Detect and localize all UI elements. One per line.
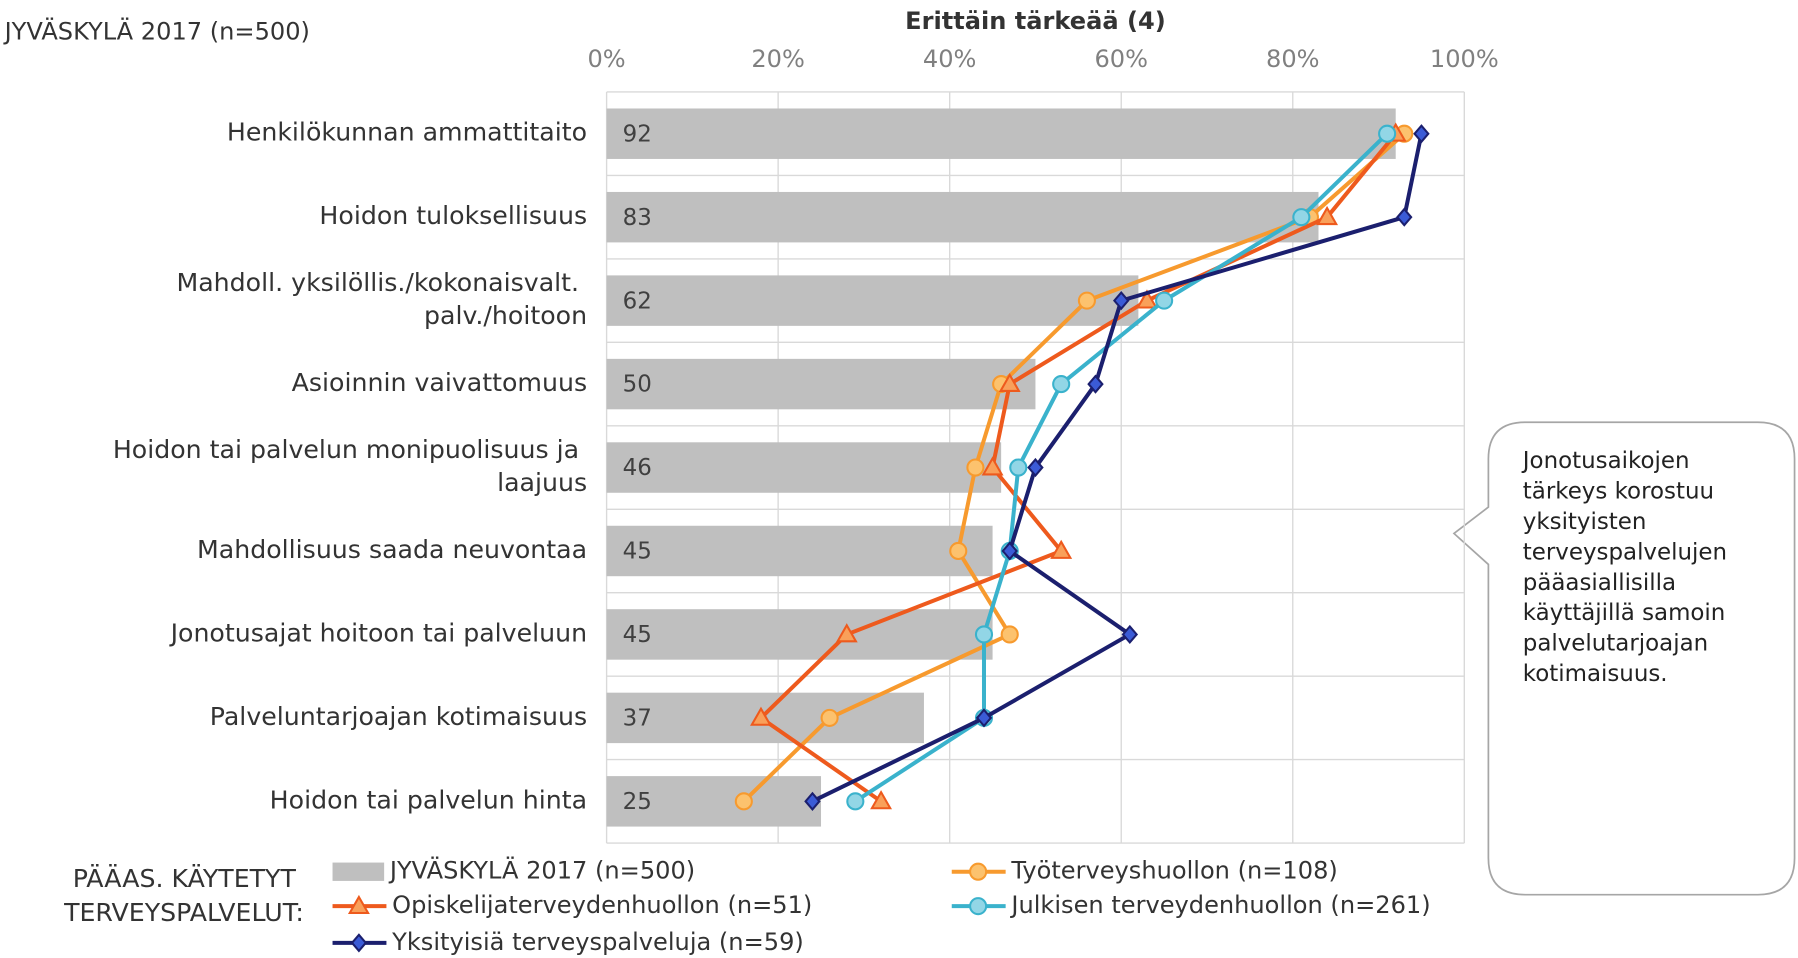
marker	[734, 792, 753, 811]
marker	[1378, 124, 1397, 143]
bar	[606, 275, 1139, 326]
value-label: 83	[623, 205, 652, 231]
legend-title: PÄÄAS. KÄYTETYT TERVEYSPALVELUT:	[63, 864, 304, 927]
marker	[1000, 625, 1019, 644]
x-tick-label: 60%	[1094, 45, 1148, 73]
legend-label: Julkisen terveydenhuollon (n=261)	[1009, 891, 1430, 919]
marker	[350, 933, 368, 953]
value-label: 45	[623, 539, 652, 565]
marker	[969, 897, 988, 916]
marker	[1027, 457, 1044, 478]
y-tick-label: Mahdoll. yksilöllis./kokonaisvalt. palv.…	[176, 268, 587, 330]
legend-label: Opiskelijaterveydenhuollon (n=51)	[392, 891, 812, 919]
value-label: 45	[623, 622, 652, 648]
value-label: 50	[623, 372, 652, 398]
y-tick-label: Mahdollisuus saada neuvontaa	[197, 535, 587, 564]
bar	[606, 776, 822, 827]
x-tick-label: 20%	[751, 45, 805, 73]
legend-swatch	[332, 862, 385, 881]
marker	[1316, 205, 1339, 226]
marker	[966, 458, 985, 477]
marker	[1077, 291, 1096, 310]
marker	[820, 708, 839, 727]
callout-bubble	[1452, 421, 1796, 896]
marker	[1121, 624, 1139, 645]
annotation: Jonotusaikojen tärkeys korostuu yksityis…	[1521, 448, 1735, 687]
value-label: 25	[623, 789, 652, 815]
y-tick-label: Palveluntarjoajan kotimaisuus	[210, 702, 587, 731]
subtitle: JYVÄSKYLÄ 2017 (n=500)	[3, 16, 310, 45]
marker	[347, 894, 370, 915]
x-tick-label: 0%	[587, 45, 625, 73]
marker	[998, 372, 1021, 392]
marker	[1292, 208, 1311, 227]
marker	[1087, 374, 1104, 394]
marker	[846, 792, 865, 811]
marker	[1009, 458, 1028, 477]
marker	[835, 623, 858, 643]
y-tick-label: Hoidon tai palvelun hinta	[270, 785, 587, 814]
y-tick-label: Henkilökunnan ammattitaito	[227, 118, 587, 147]
value-label: 46	[623, 455, 652, 481]
bar	[606, 191, 1319, 243]
marker	[1050, 539, 1073, 559]
legend-label: Työterveyshuollon (n=108)	[1010, 857, 1337, 885]
x-tick-label: 80%	[1266, 45, 1320, 73]
legend-label: JYVÄSKYLÄ 2017 (n=500)	[388, 856, 695, 885]
marker	[981, 456, 1004, 476]
value-label: 62	[623, 288, 652, 314]
y-tick-label: Hoidon tuloksellisuus	[319, 201, 587, 230]
marker	[1155, 291, 1174, 310]
marker	[1136, 289, 1158, 309]
marker	[949, 541, 968, 561]
marker	[1413, 124, 1430, 144]
value-label: 92	[623, 121, 652, 147]
marker	[975, 708, 993, 728]
marker	[750, 706, 772, 726]
value-label: 37	[623, 706, 652, 732]
y-tick-label: Hoidon tai palvelun monipuolisuus ja laa…	[113, 435, 587, 497]
chart-title: Erittäin tärkeää (4)	[905, 7, 1166, 35]
bar	[606, 442, 1002, 493]
bar	[606, 108, 1396, 159]
x-tick-label: 100%	[1430, 45, 1499, 73]
marker	[969, 862, 988, 881]
marker	[1396, 207, 1413, 227]
marker	[1052, 375, 1071, 394]
x-tick-label: 40%	[923, 45, 977, 73]
y-tick-label: Jonotusajat hoitoon tai palveluun	[169, 618, 588, 647]
legend-label: Yksityisiä terveyspalveluja (n=59)	[391, 928, 804, 956]
marker	[804, 791, 821, 811]
marker	[870, 790, 893, 810]
marker	[1001, 541, 1018, 561]
y-tick-label: Asioinnin vaivattomuus	[292, 368, 587, 397]
bar	[606, 358, 1036, 410]
marker	[1112, 291, 1130, 311]
bar	[606, 609, 993, 660]
bar	[606, 525, 993, 577]
marker	[974, 625, 994, 644]
